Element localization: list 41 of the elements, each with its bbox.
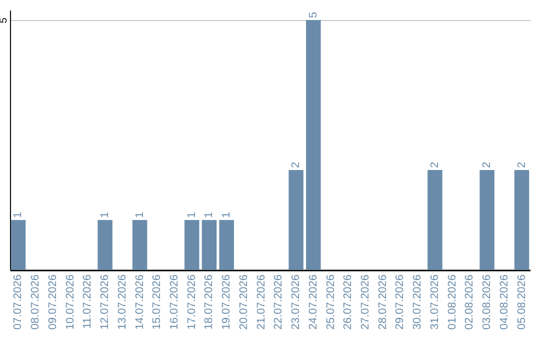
x-tick-label: 19.07.2026 bbox=[220, 274, 233, 330]
data-label: 2 bbox=[290, 162, 302, 168]
x-tick-label: 12.07.2026 bbox=[99, 274, 112, 330]
x-tick-label: 22.07.2026 bbox=[272, 274, 285, 330]
x-tick-label: 03.08.2026 bbox=[481, 274, 494, 330]
data-label: 1 bbox=[186, 212, 198, 218]
data-label: 2 bbox=[481, 162, 494, 168]
x-tick-label: 10.07.2026 bbox=[64, 274, 76, 330]
x-tick-label: 30.07.2026 bbox=[412, 274, 424, 330]
x-tick-label: 14.07.2026 bbox=[134, 274, 146, 330]
x-tick-label: 01.08.2026 bbox=[446, 274, 458, 330]
x-tick-label: 05.08.2026 bbox=[516, 274, 528, 330]
x-tick-label: 09.07.2026 bbox=[46, 274, 59, 330]
x-tick-label: 16.07.2026 bbox=[168, 274, 181, 330]
x-tick-label: 07.07.2026 bbox=[12, 274, 24, 330]
x-tick-label: 13.07.2026 bbox=[116, 274, 128, 330]
data-label: 1 bbox=[134, 212, 146, 218]
data-label: 2 bbox=[516, 162, 528, 168]
x-tick-label: 24.07.2026 bbox=[307, 274, 320, 330]
data-label: 2 bbox=[428, 162, 441, 168]
x-tick-label: 15.07.2026 bbox=[151, 274, 164, 330]
x-tick-label: 26.07.2026 bbox=[342, 274, 354, 330]
x-tick-label: 31.07.2026 bbox=[428, 274, 441, 330]
data-label: 1 bbox=[99, 212, 112, 218]
x-tick-label: 18.07.2026 bbox=[203, 274, 216, 330]
data-label: 5 bbox=[307, 12, 320, 18]
x-tick-label: 08.07.2026 bbox=[30, 274, 42, 330]
x-tick-label: 20.07.2026 bbox=[238, 274, 250, 330]
x-tick-label: 11.07.2026 bbox=[82, 274, 94, 329]
data-label: 1 bbox=[203, 212, 216, 218]
x-tick-label: 23.07.2026 bbox=[290, 274, 302, 330]
x-tick-label: 28.07.2026 bbox=[376, 274, 389, 330]
data-label: 1 bbox=[12, 212, 24, 218]
x-tick-label: 29.07.2026 bbox=[394, 274, 406, 330]
x-tick-label: 27.07.2026 bbox=[359, 274, 372, 330]
x-tick-label: 25.07.2026 bbox=[324, 274, 337, 330]
x-tick-label: 04.08.2026 bbox=[498, 274, 510, 330]
x-tick-label: 21.07.2026 bbox=[255, 274, 268, 330]
x-tick-label: 02.08.2026 bbox=[464, 274, 476, 330]
data-label: 1 bbox=[220, 212, 233, 218]
x-tick-label: 17.07.2026 bbox=[186, 274, 198, 330]
